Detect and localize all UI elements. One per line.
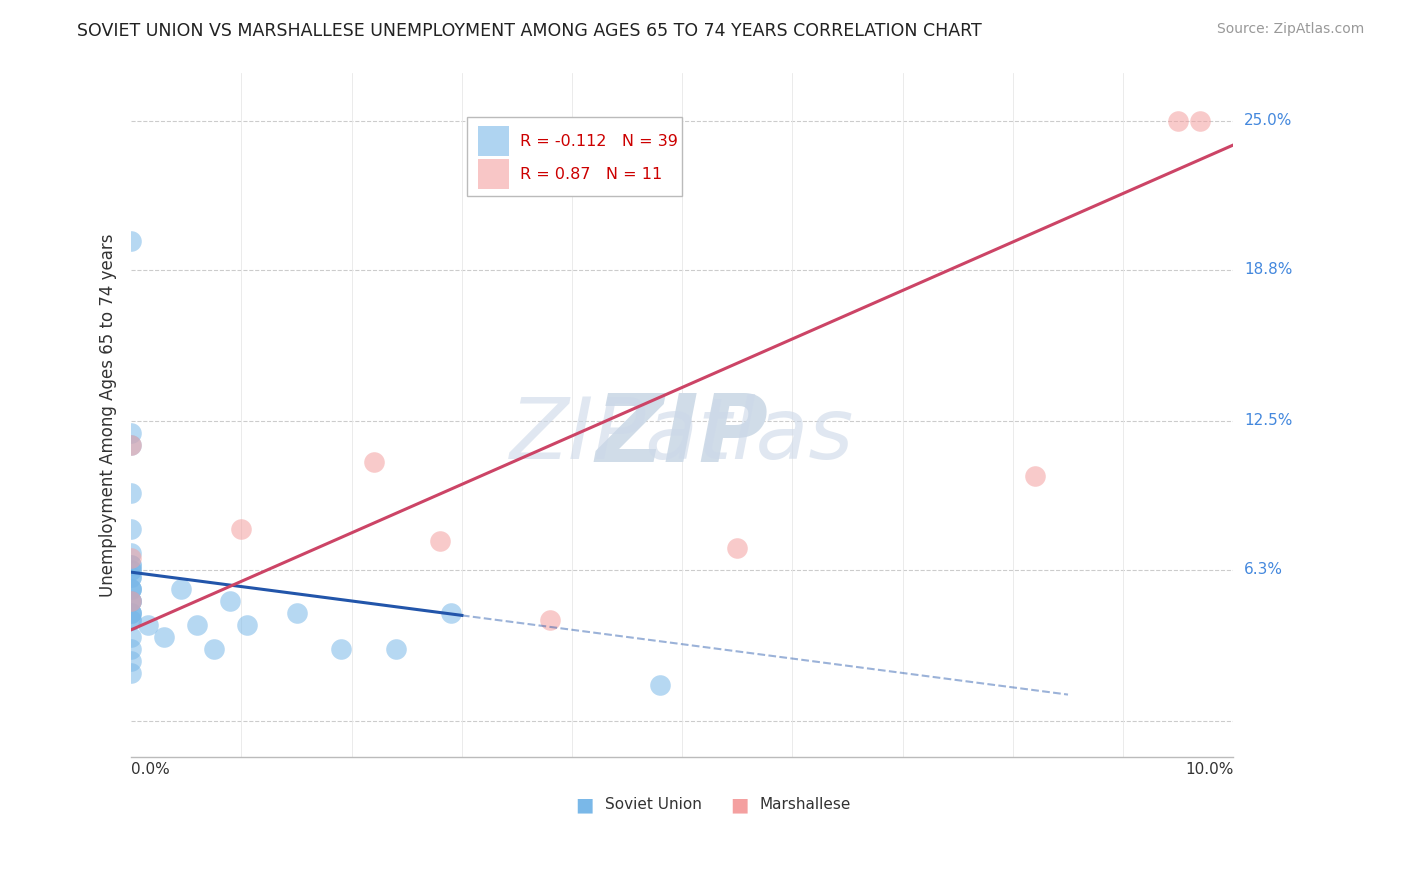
Point — [120, 606, 142, 620]
Point — [1167, 114, 1189, 128]
Point — [120, 594, 142, 608]
Text: 25.0%: 25.0% — [1244, 113, 1292, 128]
Text: R = 0.87   N = 11: R = 0.87 N = 11 — [520, 167, 662, 182]
Y-axis label: Unemployment Among Ages 65 to 74 years: Unemployment Among Ages 65 to 74 years — [100, 233, 117, 597]
Point — [120, 558, 142, 572]
Point — [440, 606, 463, 620]
Point — [120, 582, 142, 596]
Text: 18.8%: 18.8% — [1244, 262, 1292, 277]
Text: ZIP: ZIP — [596, 390, 769, 482]
Point — [120, 594, 142, 608]
FancyBboxPatch shape — [467, 118, 682, 196]
Text: ■: ■ — [730, 796, 748, 814]
Bar — [478, 127, 509, 156]
Point — [120, 425, 142, 440]
Point — [650, 678, 672, 692]
Text: 0.0%: 0.0% — [131, 762, 170, 777]
Text: 6.3%: 6.3% — [1244, 562, 1284, 577]
Text: Source: ZipAtlas.com: Source: ZipAtlas.com — [1216, 22, 1364, 37]
Text: SOVIET UNION VS MARSHALLESE UNEMPLOYMENT AMONG AGES 65 TO 74 YEARS CORRELATION C: SOVIET UNION VS MARSHALLESE UNEMPLOYMENT… — [77, 22, 981, 40]
Point — [1189, 114, 1212, 128]
Point — [120, 550, 142, 565]
Point — [120, 486, 142, 500]
Point — [120, 594, 142, 608]
Point — [120, 558, 142, 572]
Point — [120, 570, 142, 584]
Point — [725, 541, 748, 556]
Point — [153, 630, 176, 644]
Point — [384, 642, 406, 657]
Text: 12.5%: 12.5% — [1244, 414, 1292, 428]
Point — [120, 613, 142, 627]
Point — [120, 522, 142, 536]
Point — [329, 642, 352, 657]
Point — [120, 594, 142, 608]
Point — [120, 606, 142, 620]
Point — [120, 563, 142, 577]
Point — [231, 522, 253, 536]
Point — [120, 582, 142, 596]
Point — [219, 594, 242, 608]
Text: ■: ■ — [575, 796, 595, 814]
Point — [120, 546, 142, 560]
Point — [120, 606, 142, 620]
Point — [120, 563, 142, 577]
Point — [429, 533, 451, 548]
Point — [120, 613, 142, 627]
Point — [1024, 469, 1046, 483]
Point — [120, 665, 142, 680]
Point — [186, 618, 208, 632]
Text: ZIPatlas: ZIPatlas — [510, 394, 855, 477]
Point — [120, 582, 142, 596]
Point — [136, 618, 159, 632]
Point — [170, 582, 193, 596]
Point — [236, 618, 259, 632]
Text: 10.0%: 10.0% — [1185, 762, 1233, 777]
Point — [363, 455, 385, 469]
Text: Marshallese: Marshallese — [759, 797, 851, 813]
Text: R = -0.112   N = 39: R = -0.112 N = 39 — [520, 134, 678, 149]
Text: Soviet Union: Soviet Union — [605, 797, 702, 813]
Point — [120, 438, 142, 452]
Point — [120, 570, 142, 584]
Point — [120, 438, 142, 452]
Point — [120, 642, 142, 657]
Point — [202, 642, 225, 657]
Point — [120, 630, 142, 644]
Point — [285, 606, 308, 620]
Point — [538, 613, 561, 627]
Point — [120, 654, 142, 668]
Bar — [478, 159, 509, 189]
Point — [120, 234, 142, 248]
